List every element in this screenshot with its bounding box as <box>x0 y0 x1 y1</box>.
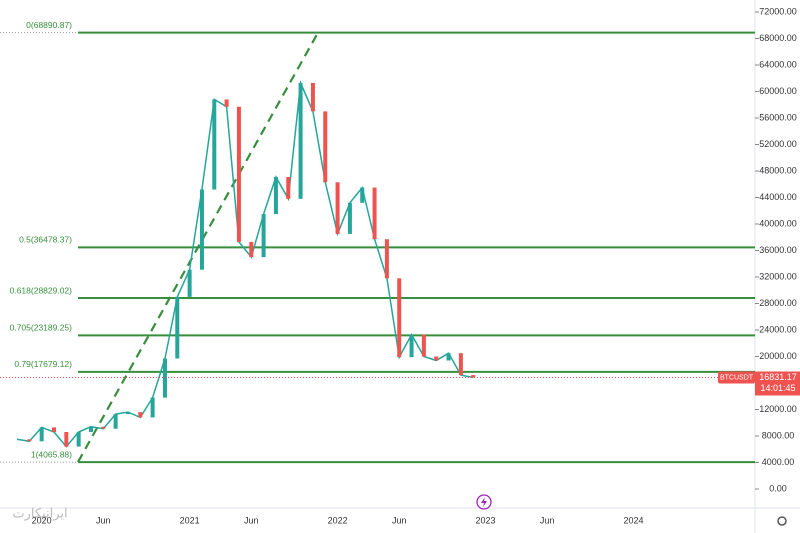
candle <box>162 358 167 398</box>
fib-label: 0(68890.87) <box>26 20 72 30</box>
y-tick-label: 24000.00 <box>759 324 797 334</box>
candle <box>150 397 155 418</box>
candle <box>138 412 143 418</box>
candle <box>298 82 303 199</box>
countdown-label: 14:01:45 <box>760 383 795 393</box>
y-tick-label: 52000.00 <box>759 139 797 149</box>
x-tick-label: Jun <box>244 515 259 525</box>
candle <box>51 427 56 433</box>
y-tick-label: 44000.00 <box>759 192 797 202</box>
fib-label: 0.79(17679.12) <box>14 359 72 369</box>
y-tick-label: 56000.00 <box>759 112 797 122</box>
fib-label: 0.705(23189.25) <box>10 323 73 333</box>
candle <box>310 82 315 112</box>
candle <box>199 189 204 270</box>
x-tick-label: 2020 <box>32 515 52 525</box>
y-tick-label: 32000.00 <box>759 271 797 281</box>
candle <box>360 187 365 203</box>
candle <box>88 426 93 433</box>
y-tick-label: 12000.00 <box>759 404 797 414</box>
candle <box>101 426 106 429</box>
price-tag <box>755 371 800 396</box>
candle <box>335 182 340 234</box>
y-tick-label: 20000.00 <box>759 351 797 361</box>
candle <box>273 176 278 215</box>
candle <box>113 414 118 429</box>
price-line <box>16 79 474 448</box>
candle <box>187 269 192 297</box>
candle <box>434 356 439 361</box>
y-tick-label: 60000.00 <box>759 86 797 96</box>
candle <box>397 278 402 358</box>
x-tick-label: 2024 <box>623 515 643 525</box>
y-tick-label: 0.00 <box>769 483 787 493</box>
fib-label: 0.618(28829.02) <box>10 285 73 295</box>
candle <box>458 353 463 376</box>
y-tick-label: 40000.00 <box>759 218 797 228</box>
candle <box>236 106 241 242</box>
x-tick-label: 2023 <box>476 515 496 525</box>
candle <box>125 412 130 415</box>
watermark: ایرانیکارت <box>12 505 67 521</box>
x-tick-label: 2022 <box>328 515 348 525</box>
y-tick-label: 8000.00 <box>762 430 795 440</box>
candle <box>409 334 414 358</box>
settings-icon[interactable] <box>777 516 787 526</box>
candle <box>175 296 180 359</box>
x-tick-label: Jun <box>540 515 555 525</box>
y-tick-label: 28000.00 <box>759 298 797 308</box>
candle <box>372 187 377 240</box>
candle <box>323 111 328 183</box>
candle <box>224 99 229 107</box>
symbol-label: BTCUSDT <box>720 374 754 381</box>
fib-label: 1(4065.88) <box>31 449 72 459</box>
x-tick-label: Jun <box>392 515 407 525</box>
candle <box>421 334 426 357</box>
y-tick-label: 36000.00 <box>759 245 797 255</box>
candle <box>446 353 451 361</box>
candle <box>39 427 44 442</box>
last-price-label: 16831.17 <box>759 372 797 382</box>
y-tick-label: 48000.00 <box>759 165 797 175</box>
candle <box>286 176 291 199</box>
symbol-tag <box>718 371 755 384</box>
candle <box>471 375 476 378</box>
y-tick-label: 68000.00 <box>759 33 797 43</box>
y-tick-label: 72000.00 <box>759 6 797 16</box>
trend-line <box>77 32 319 463</box>
event-bolt <box>481 497 487 507</box>
candle <box>384 239 389 279</box>
event-icon[interactable] <box>476 494 492 510</box>
candle <box>347 202 352 234</box>
x-tick-label: 2021 <box>180 515 200 525</box>
candle <box>212 99 217 190</box>
y-tick-label: 4000.00 <box>762 457 795 467</box>
x-tick-label: Jun <box>96 515 111 525</box>
fib-label: 0.5(36478.37) <box>19 235 72 245</box>
candle <box>261 214 266 258</box>
candle <box>64 432 69 447</box>
y-tick-label: 64000.00 <box>759 59 797 69</box>
candle <box>27 439 32 442</box>
candle <box>249 241 254 258</box>
candle <box>76 432 81 447</box>
